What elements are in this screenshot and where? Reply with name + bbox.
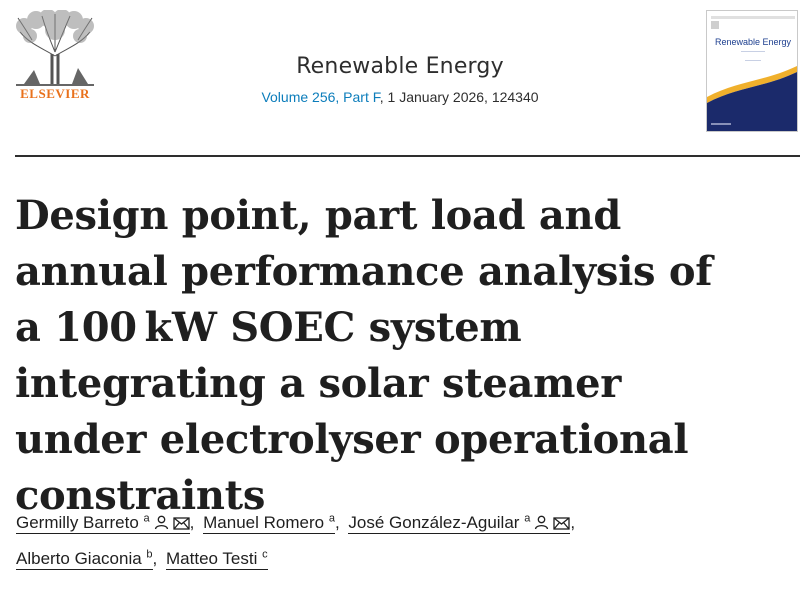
affiliation-marker: a (143, 512, 150, 525)
cover-elsevier-icon (711, 21, 719, 29)
cover-editor-line: ———— (745, 57, 761, 62)
author-name: Manuel Romero (203, 513, 325, 532)
issue-link[interactable]: Volume 256, Part F (261, 89, 380, 105)
author-item: José González-Aguilar a, (348, 512, 579, 534)
affiliation-marker: a (524, 512, 531, 525)
author-item: Alberto Giaconia b, (16, 548, 158, 570)
cover-top-line (711, 16, 795, 19)
author-link[interactable]: Germilly Barreto a (16, 513, 190, 534)
email-icon[interactable] (553, 508, 570, 542)
author-name: Alberto Giaconia (16, 549, 142, 568)
author-link[interactable]: Manuel Romero a (203, 513, 335, 534)
publisher-name: ELSEVIER (20, 86, 90, 101)
email-icon[interactable] (173, 508, 190, 542)
cover-journal-title: Renewable Energy (714, 37, 792, 47)
affiliation-marker: b (146, 548, 153, 561)
author-link[interactable]: Alberto Giaconia b (16, 549, 153, 570)
author-name: Matteo Testi (166, 549, 258, 568)
journal-header: ELSEVIER Renewable Energy Volume 256, Pa… (0, 0, 800, 160)
cover-subtitle-line: —————— (741, 48, 765, 53)
author-item: Manuel Romero a, (203, 512, 340, 534)
journal-cover-thumbnail[interactable]: Renewable Energy —————— ———— (706, 10, 798, 132)
person-icon[interactable] (154, 508, 169, 542)
journal-info: Renewable Energy Volume 256, Part F, 1 J… (150, 54, 650, 105)
author-item: Germilly Barreto a, (16, 513, 203, 534)
person-icon[interactable] (534, 508, 549, 542)
author-name: Germilly Barreto (16, 513, 139, 532)
elsevier-tree-logo[interactable] (12, 10, 98, 110)
cover-art-graphic (707, 65, 797, 131)
affiliation-marker: a (328, 512, 335, 525)
author-list: Germilly Barreto a, Manuel Romero a, Jos… (16, 506, 776, 576)
author-link[interactable]: José González-Aguilar a (348, 512, 571, 534)
journal-title[interactable]: Renewable Energy (296, 54, 504, 79)
author-link[interactable]: Matteo Testi c (166, 549, 268, 570)
author-item: Matteo Testi c (166, 549, 268, 570)
issue-details: , 1 January 2026, 124340 (379, 89, 539, 105)
author-name: José González-Aguilar (348, 513, 520, 532)
article-title: Design point, part load and annual perfo… (15, 192, 713, 519)
header-divider (15, 155, 800, 157)
journal-issue: Volume 256, Part F, 1 January 2026, 1243… (150, 89, 650, 105)
affiliation-marker: c (262, 548, 268, 561)
